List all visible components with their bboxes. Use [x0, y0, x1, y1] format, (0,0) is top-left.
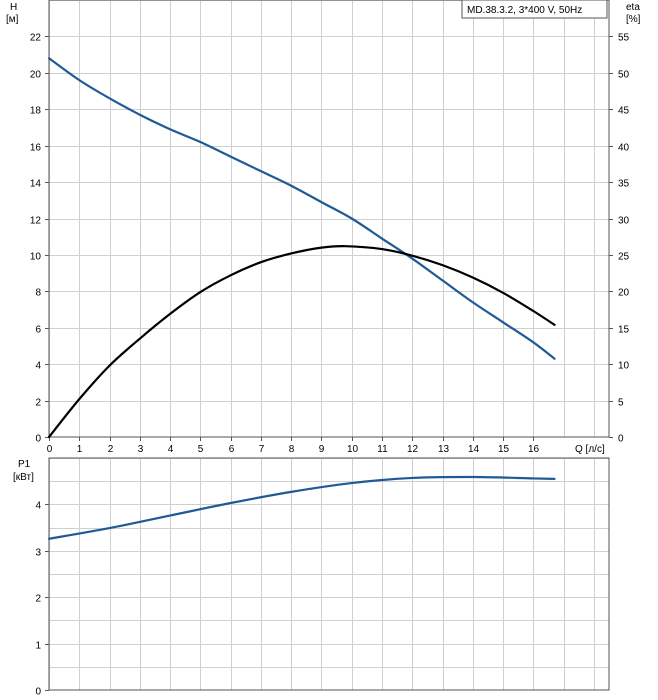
y2-tick-label: 20	[618, 288, 630, 299]
head-curve	[47, 57, 556, 360]
x-tick-label: 1	[77, 444, 83, 455]
x-tick-label: 0	[47, 444, 53, 455]
y2-tick-label: 35	[618, 179, 630, 190]
y2-tick-label: 45	[618, 106, 630, 117]
x-tick-label: 7	[259, 444, 265, 455]
top-chart-ticks: 0 1 2 3 4 5 6 7 8 9 10 11 12 13 14 15 160246810121416182…	[30, 33, 630, 456]
x-tick-label: 2	[108, 444, 114, 455]
y-axis-label-h: H	[10, 2, 17, 13]
y-axis-label-p1: P1	[18, 459, 31, 470]
p1-tick-label: 2	[35, 594, 41, 605]
y2-tick-label: 40	[618, 143, 630, 154]
y-tick-label: 14	[30, 179, 42, 190]
p1-tick-label: 3	[35, 548, 41, 559]
y-tick-label: 10	[30, 252, 42, 263]
y2-tick-label: 25	[618, 252, 630, 263]
bottom-chart-grid	[49, 458, 609, 690]
y-tick-label: 0	[35, 434, 41, 445]
bottom-chart-frame	[48, 457, 610, 691]
x-axis-label-q: Q [л/с]	[575, 444, 605, 455]
top-chart-grid	[49, 0, 609, 437]
p1-tick-label: 4	[35, 501, 41, 512]
y-tick-label: 6	[35, 325, 41, 336]
p1-tick-label: 0	[35, 687, 41, 698]
x-tick-label: 12	[407, 444, 419, 455]
x-tick-label: 8	[289, 444, 295, 455]
x-tick-label: 13	[438, 444, 450, 455]
y-tick-label: 20	[30, 70, 42, 81]
y-tick-label: 22	[30, 33, 42, 44]
x-tick-label: 10	[347, 444, 359, 455]
y-tick-label: 12	[30, 216, 42, 227]
p1-tick-label: 1	[35, 641, 41, 652]
y-tick-label: 18	[30, 106, 42, 117]
top-chart-series	[47, 57, 556, 439]
eta-curve	[47, 245, 556, 439]
x-tick-label: 4	[168, 444, 174, 455]
x-tick-label: 9	[319, 444, 325, 455]
x-tick-label: 15	[498, 444, 510, 455]
p1-power-curve	[47, 475, 556, 540]
bottom-chart-ticks: 0 1 2 3 4	[35, 501, 49, 698]
x-tick-label: 6	[229, 444, 235, 455]
x-tick-label: 16	[528, 444, 540, 455]
y-tick-label: 16	[30, 143, 42, 154]
bottom-chart-series	[47, 475, 556, 540]
y2-tick-label: 5	[618, 398, 624, 409]
y-tick-label: 2	[35, 398, 41, 409]
y-axis-unit-h: [м]	[6, 14, 19, 25]
legend-label: MD.38.3.2, 3*400 V, 50Hz	[467, 5, 582, 16]
y2-axis-unit-eta: [%]	[626, 14, 641, 25]
x-tick-label: 11	[377, 444, 388, 455]
y2-tick-label: 50	[618, 70, 630, 81]
y-axis-unit-p1: [кВт]	[13, 472, 34, 483]
y-tick-label: 8	[35, 288, 41, 299]
top-chart-frame	[48, 0, 610, 438]
legend-box	[461, 0, 608, 19]
x-tick-label: 3	[138, 444, 144, 455]
y2-tick-label: 15	[618, 325, 630, 336]
y2-tick-label: 0	[618, 434, 624, 445]
y-tick-label: 4	[35, 361, 41, 372]
y2-tick-label: 55	[618, 33, 630, 44]
x-tick-label: 5	[198, 444, 204, 455]
x-tick-label: 14	[468, 444, 480, 455]
y2-tick-label: 30	[618, 216, 630, 227]
y2-tick-label: 10	[618, 361, 630, 372]
y2-axis-label-eta: eta	[626, 2, 640, 13]
